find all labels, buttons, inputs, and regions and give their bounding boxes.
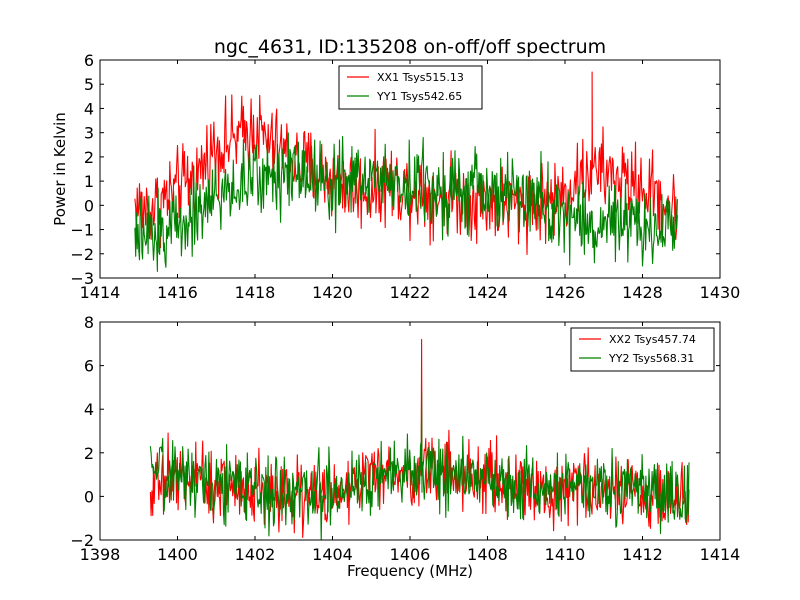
x-tick-label: 1420 (312, 283, 353, 302)
x-tick-label: 1424 (467, 283, 508, 302)
legend: XX2 Tsys457.74 YY2 Tsys568.31 (570, 327, 715, 372)
legend-entry: YY1 Tsys542.65 (376, 90, 462, 103)
y-tick-label: 2 (84, 444, 94, 463)
top-panel: 1414 1416 1418 1420 1422 1424 1426 1428 1430−3−2… (51, 51, 740, 302)
x-tick-label: 1400 (157, 545, 198, 564)
legend-entry: YY2 Tsys568.31 (608, 352, 694, 365)
y-tick-label: 5 (84, 75, 94, 94)
x-tick-label: 1422 (390, 283, 431, 302)
legend-entry: XX1 Tsys515.13 (377, 71, 464, 84)
x-tick-label: 1410 (545, 545, 586, 564)
y-axis-label: Power in Kelvin (51, 112, 69, 226)
x-tick-label: 1408 (467, 545, 508, 564)
legend-box (338, 65, 483, 110)
series-line-yy2 (149, 391, 690, 540)
legend-box (570, 327, 715, 372)
y-tick-label: −1 (70, 221, 94, 240)
y-tick-label: −3 (70, 269, 94, 288)
series-line-xx1 (134, 71, 678, 256)
x-tick-label: 1418 (235, 283, 276, 302)
x-tick-label: 1428 (622, 283, 663, 302)
x-tick-label: 1404 (312, 545, 353, 564)
series-group (134, 71, 678, 273)
y-tick-label: 1 (84, 172, 94, 191)
y-tick-label: 6 (84, 357, 94, 376)
x-tick-label: 1426 (545, 283, 586, 302)
x-tick-label: 1398 (80, 545, 121, 564)
x-axis-label: Frequency (MHz) (347, 562, 473, 580)
y-tick-label: 6 (84, 51, 94, 70)
x-tick-label: 1406 (390, 545, 431, 564)
x-tick-label: 1416 (157, 283, 198, 302)
y-tick-label: 3 (84, 124, 94, 143)
legend: XX1 Tsys515.13 YY1 Tsys542.65 (338, 65, 483, 110)
y-tick-label: −2 (70, 245, 94, 264)
x-tick-label: 1402 (235, 545, 276, 564)
figure-title: ngc_4631, ID:135208 on-off/off spectrum (214, 36, 606, 58)
y-tick-label: 0 (84, 196, 94, 215)
x-tick-label: 1412 (622, 545, 663, 564)
y-tick-label: 4 (84, 99, 94, 118)
x-tick-label: 1414 (700, 545, 741, 564)
legend-entry: XX2 Tsys457.74 (609, 333, 696, 346)
x-tick-label: 1414 (80, 283, 121, 302)
y-tick-label: 0 (84, 487, 94, 506)
y-tick-label: 8 (84, 313, 94, 332)
series-group (149, 338, 690, 540)
bottom-panel: 1398 1400 1402 1404 1406 1408 1410 1412 1414 −2 0 2… (70, 313, 740, 580)
y-tick-label: 4 (84, 400, 94, 419)
series-line-yy1 (134, 132, 678, 273)
y-tick-label: 2 (84, 148, 94, 167)
y-tick-label: −2 (70, 531, 94, 550)
x-tick-label: 1430 (700, 283, 741, 302)
